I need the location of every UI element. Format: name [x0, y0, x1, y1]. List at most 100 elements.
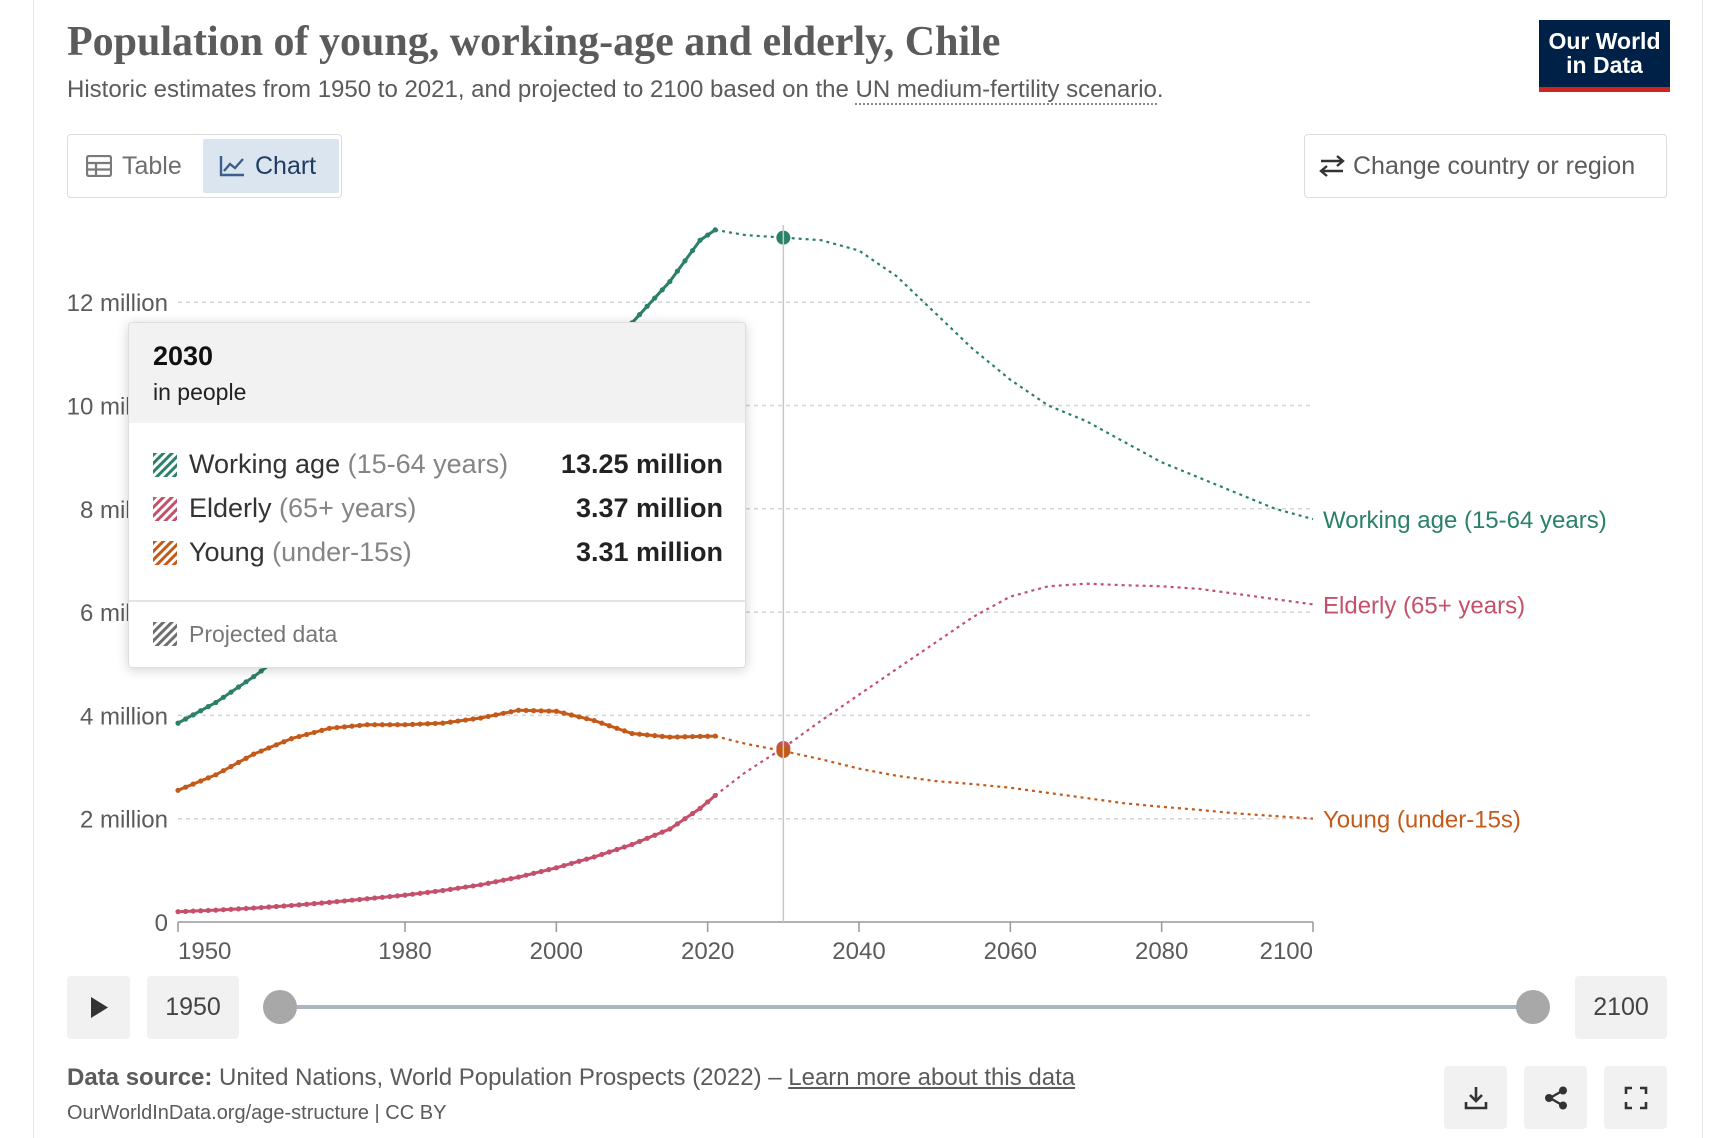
data-point: [334, 724, 340, 731]
tab-chart[interactable]: Chart: [203, 139, 339, 193]
data-point: [493, 712, 499, 718]
tab-table-label: Table: [122, 151, 182, 180]
data-point: [304, 901, 310, 907]
data-point: [447, 886, 453, 892]
fullscreen-button[interactable]: [1604, 1066, 1667, 1129]
data-point: [599, 851, 605, 858]
data-point: [515, 874, 522, 880]
page-subtitle: Historic estimates from 1950 to 2021, an…: [67, 76, 1164, 105]
data-point: [251, 674, 257, 680]
data-point: [546, 708, 552, 714]
data-point: [357, 722, 363, 729]
change-country-button[interactable]: Change country or region: [1304, 134, 1667, 198]
data-point: [273, 903, 279, 910]
y-tick-label: 0: [155, 910, 168, 937]
data-point: [561, 862, 567, 869]
data-point: [659, 287, 665, 293]
data-point: [319, 900, 325, 906]
data-point: [235, 759, 242, 766]
fertility-scenario-link[interactable]: UN medium-fertility scenario: [855, 76, 1157, 105]
data-point: [417, 890, 423, 896]
data-point: [667, 278, 673, 285]
data-point: [636, 838, 643, 845]
data-point: [402, 722, 408, 728]
data-point: [568, 860, 575, 867]
data-point: [440, 887, 446, 894]
data-point: [478, 715, 484, 721]
data-point: [689, 810, 696, 817]
series-end-label: Elderly (65+ years): [1323, 592, 1525, 619]
x-tick-label: 1950: [178, 938, 231, 965]
timeline-end-handle[interactable]: [1516, 990, 1550, 1024]
fullscreen-icon: [1624, 1086, 1647, 1109]
timeline-track[interactable]: [280, 1005, 1533, 1009]
data-point: [341, 898, 348, 904]
data-point: [319, 727, 325, 733]
data-point: [372, 722, 378, 728]
hatch-swatch-icon: [153, 497, 177, 521]
data-point: [455, 718, 461, 724]
footer-url[interactable]: OurWorldInData.org/age-structure | CC BY: [67, 1102, 447, 1124]
data-point: [629, 841, 635, 848]
data-point: [508, 709, 514, 715]
tooltip-unit: in people: [153, 379, 247, 405]
data-point: [349, 723, 355, 729]
y-tick-label: 2 million: [80, 807, 168, 834]
table-icon: [86, 155, 112, 177]
share-icon: [1544, 1086, 1567, 1109]
owid-logo[interactable]: Our World in Data: [1539, 20, 1670, 92]
data-point: [220, 694, 226, 700]
data-point: [417, 721, 423, 727]
timeline-start-handle[interactable]: [263, 990, 297, 1024]
data-point: [266, 745, 272, 751]
chart-frame: [33, 0, 1703, 1138]
data-point: [523, 707, 529, 714]
timeline-end-year[interactable]: 2100: [1575, 976, 1667, 1039]
tooltip-row-working-age: Working age (15-64 years) 13.25 million: [153, 445, 723, 485]
data-point: [485, 880, 491, 886]
data-point: [500, 710, 506, 716]
logo-line-1: Our World: [1548, 28, 1661, 54]
data-point: [273, 742, 279, 748]
data-point: [644, 835, 650, 841]
share-button[interactable]: [1524, 1066, 1587, 1129]
data-point: [182, 784, 189, 790]
timeline-start-year[interactable]: 1950: [147, 976, 239, 1039]
series-line-projected: [715, 228, 1314, 521]
data-point: [576, 858, 582, 864]
play-icon: [91, 997, 108, 1018]
data-point: [379, 894, 385, 900]
data-point: [341, 724, 348, 730]
series-name: Elderly: [189, 493, 272, 523]
download-icon: [1464, 1086, 1487, 1109]
data-point: [182, 908, 189, 914]
data-point: [205, 704, 211, 710]
data-point: [379, 722, 385, 728]
source-label: Data source:: [67, 1064, 213, 1091]
data-point: [500, 877, 506, 883]
learn-more-link[interactable]: Learn more about this data: [788, 1064, 1076, 1091]
page-title: Population of young, working-age and eld…: [67, 19, 1001, 65]
data-point: [175, 909, 181, 915]
x-tick-label: 2040: [832, 938, 885, 965]
download-button[interactable]: [1444, 1066, 1507, 1129]
tooltip-value: 3.37 million: [575, 493, 723, 523]
tooltip-series-name: Elderly (65+ years): [189, 493, 416, 524]
data-point: [485, 713, 491, 720]
data-point: [182, 716, 189, 722]
data-point: [198, 708, 204, 714]
tooltip-row-young: Young (under-15s) 3.31 million: [153, 533, 723, 573]
play-button[interactable]: [67, 976, 130, 1039]
subtitle-end: .: [1156, 76, 1164, 103]
data-point: [235, 906, 242, 912]
data-point: [258, 668, 264, 674]
hover-tooltip: 2030 in people Working age (15-64 years)…: [128, 322, 746, 668]
data-point: [228, 763, 234, 770]
data-point: [402, 892, 408, 898]
data-point: [462, 884, 469, 890]
data-point: [288, 902, 295, 909]
data-point: [712, 792, 718, 799]
tab-table[interactable]: Table: [86, 139, 182, 193]
data-point: [213, 907, 219, 913]
